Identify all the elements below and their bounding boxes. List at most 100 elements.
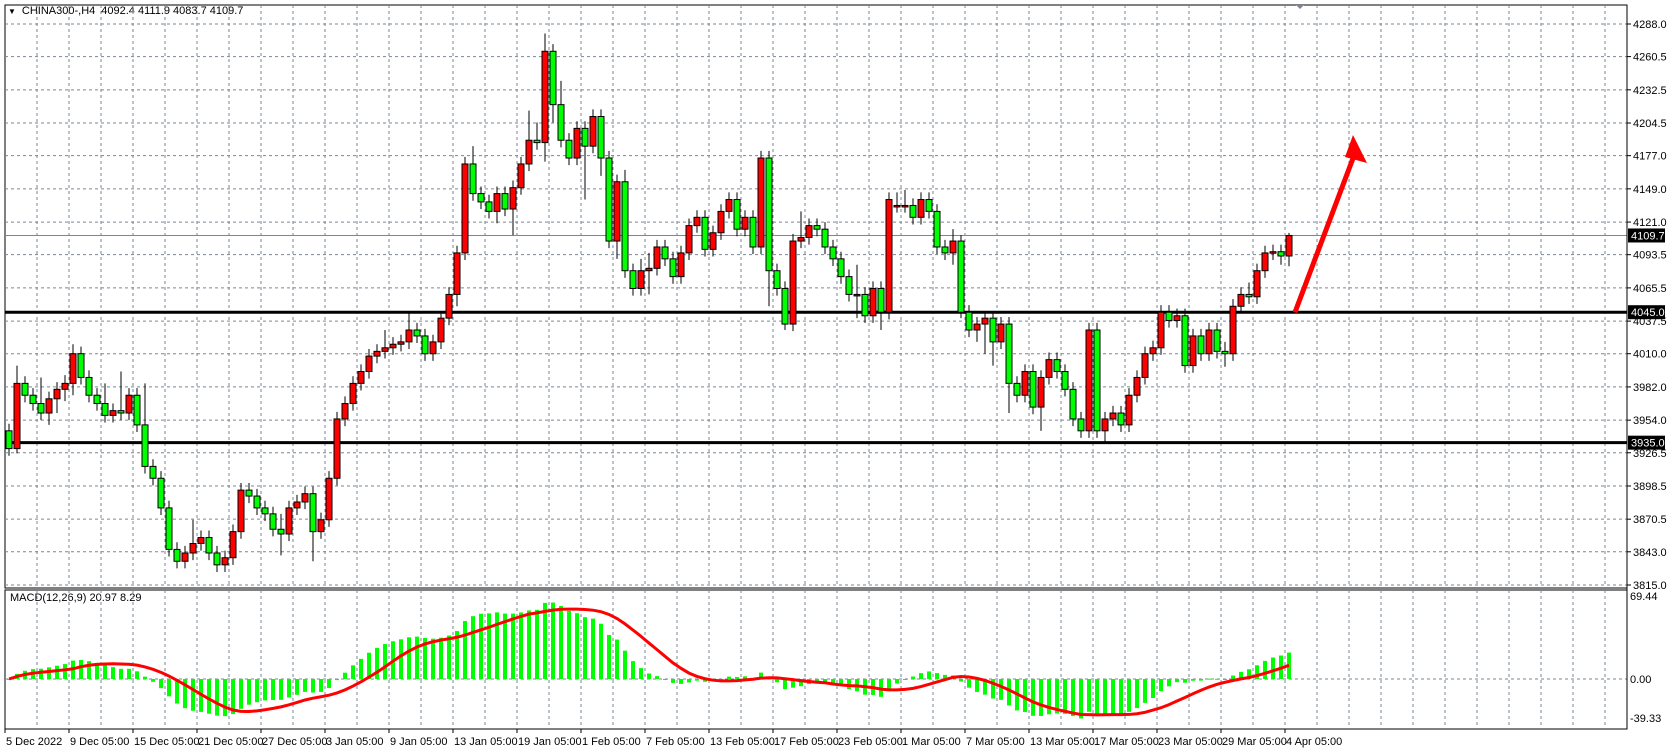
macd-histogram-bar — [839, 679, 843, 686]
price-axis-label: 3898.5 — [1633, 481, 1667, 493]
macd-histogram-bar — [87, 661, 91, 679]
bear-candle — [1053, 359, 1061, 373]
up-arrow-annotation[interactable] — [1292, 135, 1367, 314]
bull-candle — [741, 216, 749, 230]
macd-histogram-bar — [431, 638, 435, 679]
macd-histogram-bar — [287, 679, 291, 698]
bull-candle — [805, 225, 813, 238]
macd-histogram-bar — [759, 672, 763, 679]
bull-candle — [1045, 359, 1053, 378]
macd-histogram-bar — [703, 679, 707, 682]
macd-histogram-bar — [943, 674, 947, 679]
bear-candle — [605, 157, 613, 242]
bear-candle — [173, 548, 181, 562]
bear-candle — [1077, 418, 1085, 432]
macd-histogram-bar — [327, 679, 331, 688]
macd-histogram-bar — [175, 679, 179, 704]
bear-candle — [621, 181, 629, 272]
macd-histogram-bar — [399, 639, 403, 679]
bear-candle — [261, 507, 269, 515]
bear-candle — [5, 430, 13, 450]
bull-candle — [1285, 234, 1293, 257]
macd-histogram-bar — [575, 613, 579, 679]
macd-histogram-bar — [1039, 679, 1043, 716]
dropdown-triangle-icon[interactable]: ▼ — [8, 6, 16, 16]
bull-candle — [373, 350, 381, 357]
bull-candle — [13, 382, 21, 450]
bull-candle — [405, 329, 413, 343]
bull-candle — [1133, 376, 1141, 396]
macd-histogram-bar — [55, 665, 59, 679]
bear-candle — [629, 270, 637, 289]
macd-histogram-bar — [215, 679, 219, 716]
bear-candle — [101, 403, 109, 416]
bull-candle — [973, 323, 981, 331]
price-axis-label: 4204.5 — [1633, 118, 1667, 130]
bull-candle — [325, 477, 333, 521]
macd-histogram-bar — [615, 639, 619, 679]
bear-candle — [501, 193, 509, 210]
macd-histogram-bar — [119, 668, 123, 679]
macd-histogram-bar — [1263, 660, 1267, 679]
bear-candle — [205, 537, 213, 554]
price-axis-label: 4121.0 — [1633, 217, 1667, 229]
macd-histogram-bar — [1167, 679, 1171, 687]
axes: 4288.0 4260.5 4232.5 4204.5 4177.0 4149.0 4121… — [4, 5, 1667, 748]
bear-candle — [549, 50, 557, 106]
macd-histogram-bar — [831, 679, 835, 684]
bear-candle — [773, 270, 781, 289]
macd-histogram-bar — [223, 679, 227, 717]
macd-histogram-bar — [975, 679, 979, 692]
bear-candle — [533, 139, 541, 144]
bear-candle — [157, 477, 165, 509]
macd-panel-frame — [4, 589, 1628, 730]
bull-candle — [1189, 335, 1197, 367]
bear-candle — [821, 228, 829, 248]
bull-candle — [437, 317, 445, 343]
bull-candle — [1261, 252, 1269, 272]
macd-histogram-bar — [1191, 679, 1195, 681]
macd-histogram-bar — [367, 652, 371, 679]
macd-histogram-bar — [247, 679, 251, 705]
bull-candle — [237, 489, 245, 533]
bear-candle — [269, 513, 277, 530]
macd-histogram-bar — [631, 661, 635, 679]
macd-histogram-bar — [1215, 678, 1219, 680]
price-axis-label: 3870.5 — [1633, 514, 1667, 526]
macd-axis-label: 69.44 — [1630, 591, 1658, 603]
bear-candle — [77, 353, 85, 378]
horizontal-levels[interactable] — [5, 234, 1627, 445]
macd-histogram-bar — [1127, 679, 1131, 712]
bear-candle — [813, 225, 821, 230]
bear-candle — [1117, 412, 1125, 426]
time-axis-label: 17 Mar 05:00 — [1094, 736, 1159, 748]
bull-candle — [365, 355, 373, 373]
bull-candle — [1085, 329, 1093, 432]
bull-candle — [1157, 311, 1165, 349]
time-axis-label: 13 Jan 05:00 — [454, 736, 518, 748]
macd-histogram-bar — [735, 676, 739, 679]
bull-candle — [1253, 270, 1261, 298]
chart-shift-marker-icon[interactable] — [1296, 5, 1304, 9]
macd-histogram-bar — [543, 602, 547, 679]
bull-candle — [125, 394, 133, 414]
bull-candle — [893, 204, 901, 208]
main-panel-frame — [4, 4, 1628, 589]
bear-candle — [413, 329, 421, 337]
bear-candle — [781, 287, 789, 325]
bull-candle — [61, 382, 69, 390]
arrow-head-icon[interactable] — [1345, 135, 1367, 163]
macd-histogram-bar — [551, 602, 555, 679]
bear-candle — [861, 293, 869, 317]
macd-histogram-bar — [1143, 679, 1147, 703]
bull-candle — [293, 501, 301, 509]
time-axis-label: 23 Feb 05:00 — [838, 736, 903, 748]
bear-candle — [1013, 382, 1021, 396]
macd-histogram-bar — [1079, 679, 1083, 719]
macd-histogram-bar — [599, 623, 603, 679]
bear-candle — [989, 317, 997, 343]
macd-signal-line — [8, 607, 1290, 717]
bear-candle — [749, 216, 757, 248]
arrow-shaft[interactable] — [1292, 152, 1358, 314]
